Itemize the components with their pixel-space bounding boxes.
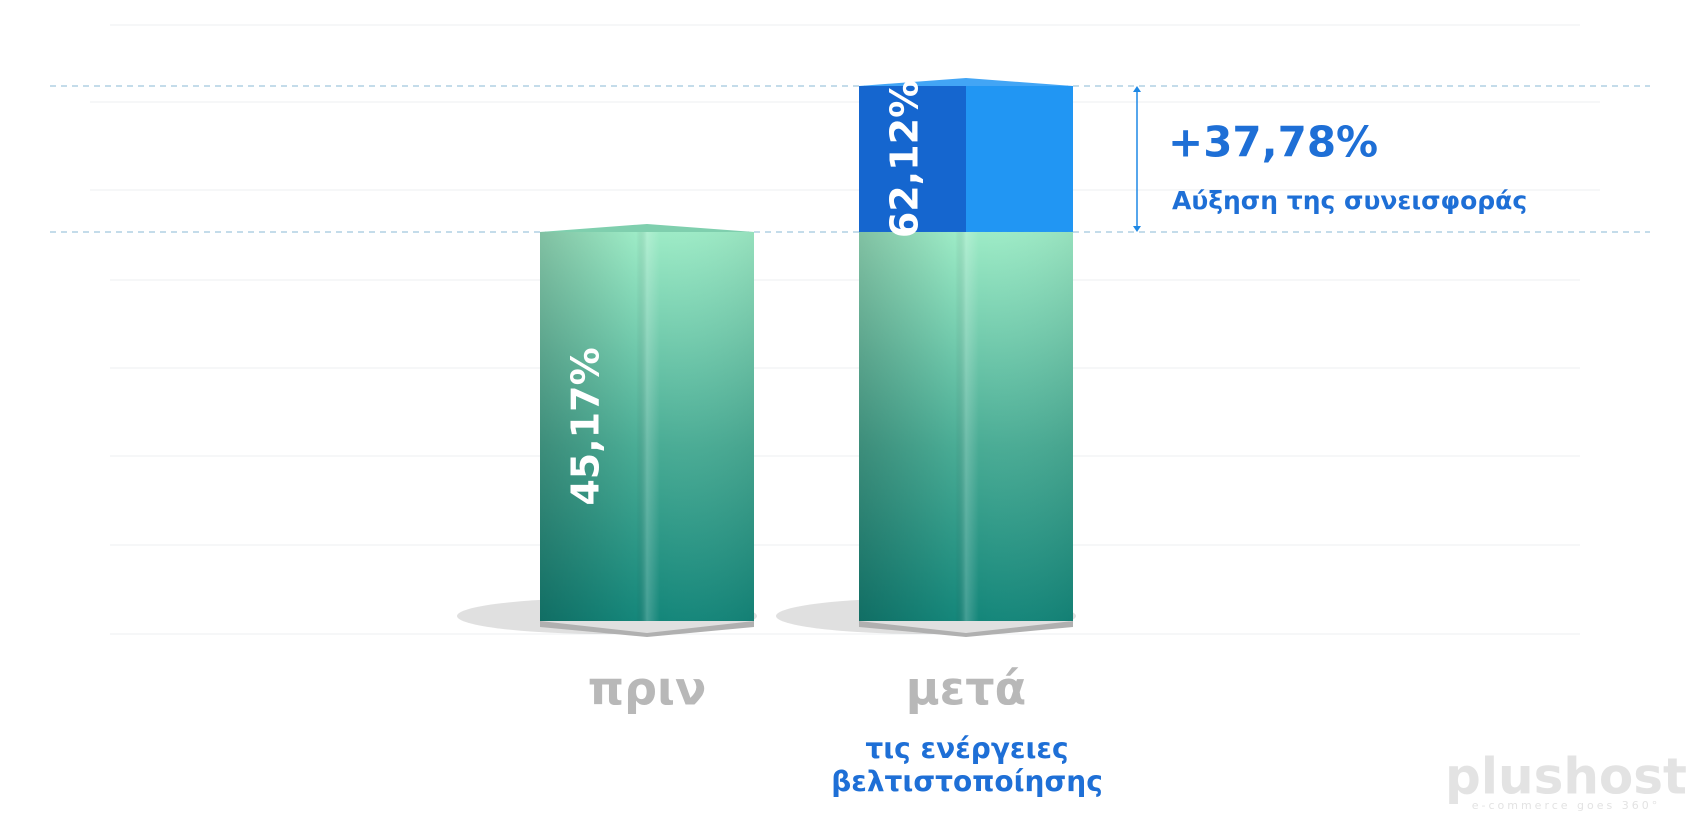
bar-shading bbox=[859, 231, 1073, 621]
category-label: μετά bbox=[906, 662, 1026, 716]
logo: plushost bbox=[1445, 748, 1687, 806]
category-note: τις ενέργειες bbox=[865, 732, 1068, 765]
bar-top bbox=[540, 223, 754, 232]
arrow-head bbox=[1133, 226, 1141, 232]
category-note: βελτιστοποίησης bbox=[831, 765, 1103, 798]
value-label: 62,12% bbox=[883, 80, 927, 238]
logo-tagline: e-commerce goes 360° bbox=[1472, 799, 1661, 812]
category-label: πριν bbox=[588, 662, 707, 716]
bar-bottom bbox=[540, 621, 754, 637]
background-lines bbox=[90, 24, 1600, 635]
value-label: 45,17% bbox=[564, 347, 608, 505]
bar-increase bbox=[859, 86, 1073, 232]
arrow-head bbox=[1133, 86, 1141, 92]
bar-shading bbox=[540, 231, 754, 621]
bar-top bbox=[859, 78, 1073, 86]
bar-bottom bbox=[859, 621, 1073, 637]
increase-value: +37,78% bbox=[1168, 118, 1378, 167]
increase-text: Αύξηση της συνεισφοράς bbox=[1172, 186, 1527, 215]
